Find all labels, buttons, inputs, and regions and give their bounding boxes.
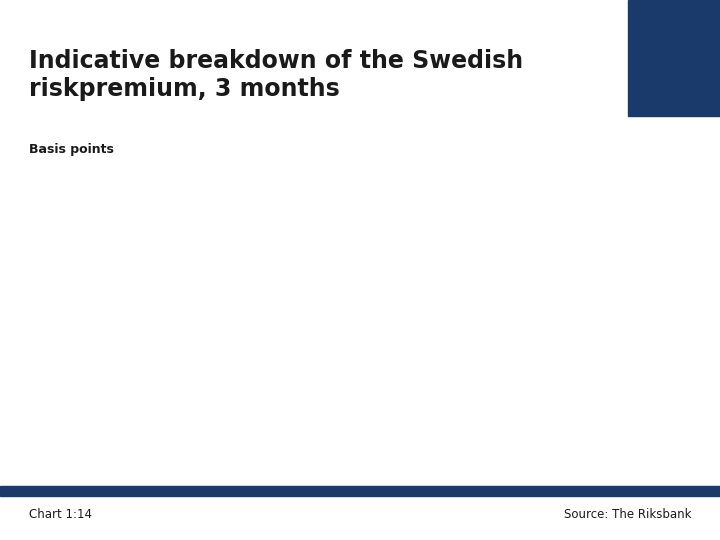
Text: Chart 1:14: Chart 1:14: [29, 508, 92, 521]
Text: Indicative breakdown of the Swedish
riskpremium, 3 months: Indicative breakdown of the Swedish risk…: [29, 49, 523, 102]
Text: Source: The Riksbank: Source: The Riksbank: [564, 508, 691, 521]
Text: Basis points: Basis points: [29, 143, 114, 156]
